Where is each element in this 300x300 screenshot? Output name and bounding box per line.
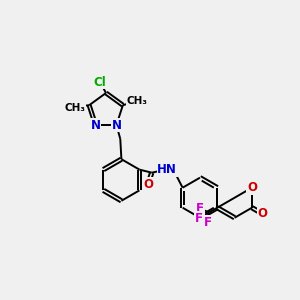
Text: HN: HN bbox=[157, 163, 177, 176]
Text: HN: HN bbox=[157, 163, 177, 176]
Text: F: F bbox=[204, 216, 212, 229]
Text: N: N bbox=[91, 118, 100, 131]
Text: O: O bbox=[143, 178, 153, 191]
Text: CH₃: CH₃ bbox=[126, 96, 147, 106]
Text: Cl: Cl bbox=[94, 76, 106, 89]
Text: O: O bbox=[247, 181, 257, 194]
Text: O: O bbox=[258, 207, 268, 220]
Text: F: F bbox=[196, 202, 204, 215]
Text: N: N bbox=[111, 118, 122, 131]
Text: CH₃: CH₃ bbox=[65, 103, 86, 112]
Text: F: F bbox=[195, 212, 203, 225]
